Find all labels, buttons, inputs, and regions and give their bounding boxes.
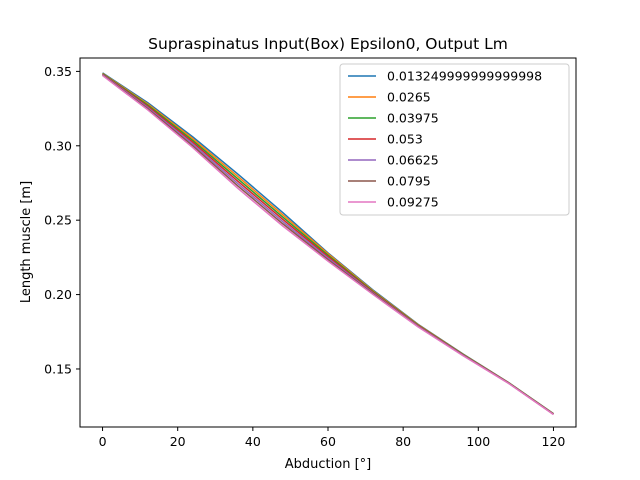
y-axis-ticks: 0.15 0.20 0.25 0.30 0.35: [44, 64, 80, 376]
y-tick-label: 0.20: [44, 287, 72, 302]
x-tick-label: 100: [466, 434, 490, 449]
legend-label-1: 0.0265: [387, 90, 431, 105]
legend-label-2: 0.03975: [387, 111, 439, 126]
x-tick-label: 60: [320, 434, 336, 449]
chart-title: Supraspinatus Input(Box) Epsilon0, Outpu…: [148, 35, 508, 53]
y-axis-label: Length muscle [m]: [19, 181, 34, 303]
x-tick-label: 0: [99, 434, 107, 449]
legend-label-4: 0.06625: [387, 153, 439, 168]
legend-label-3: 0.053: [387, 132, 423, 147]
y-tick-label: 0.35: [44, 64, 72, 79]
x-tick-label: 40: [245, 434, 261, 449]
series-line-6: [102, 74, 554, 416]
x-tick-label: 80: [395, 434, 411, 449]
legend: 0.013249999999999998 0.0265 0.03975 0.053 0.…: [339, 63, 570, 216]
legend-label-0: 0.013249999999999998: [387, 69, 542, 84]
x-tick-label: 120: [542, 434, 566, 449]
x-axis-ticks: 0 20 40 60 80 100 120: [99, 427, 566, 449]
y-tick-label: 0.25: [44, 213, 72, 228]
y-tick-label: 0.30: [44, 138, 72, 153]
legend-items: 0.013249999999999998 0.0265 0.03975 0.053 0.…: [348, 69, 542, 210]
legend-box: [339, 63, 570, 216]
x-tick-label: 20: [170, 434, 186, 449]
y-tick-label: 0.15: [44, 361, 72, 376]
series-lines: [102, 72, 554, 416]
x-axis-label: Abduction [°]: [285, 457, 371, 472]
legend-label-6: 0.09275: [387, 195, 439, 210]
legend-label-5: 0.0795: [387, 174, 431, 189]
